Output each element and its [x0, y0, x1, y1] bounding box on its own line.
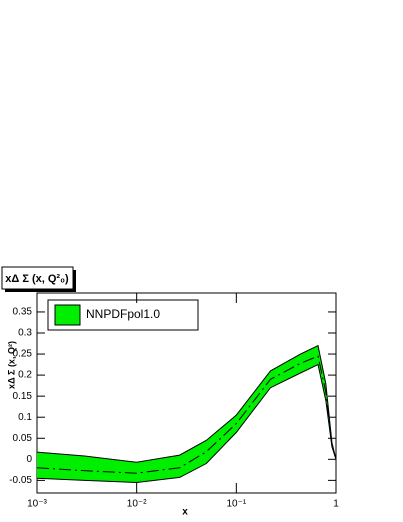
x-tick-label: 1: [333, 499, 339, 510]
y-tick-label: 0.2: [18, 370, 32, 381]
y-tick-label: 0.05: [13, 433, 33, 444]
y-tick-label: 0: [26, 454, 32, 465]
plot-frame: [36, 292, 337, 494]
x-tick-label: 10⁻²: [127, 499, 147, 510]
x-tick-label: 10⁻¹: [226, 499, 246, 510]
y-tick-label: 0.25: [13, 349, 33, 360]
title-box: [1, 266, 74, 290]
y-tick-label: 0.35: [13, 307, 33, 318]
y-tick-label: 0.15: [13, 391, 33, 402]
band-area: [37, 345, 336, 483]
lower-line: [36, 363, 337, 483]
x-axis-label: x: [182, 507, 188, 518]
x-tick-label: 10⁻³: [27, 499, 47, 510]
y-tick-label: 0.1: [18, 412, 32, 423]
central-line: [36, 355, 337, 474]
y-tick-label: 0.3: [18, 328, 32, 339]
y-axis-label: xΔ Σ (x, Q²): [6, 341, 16, 389]
legend-swatch: [54, 304, 81, 326]
legend-label: NNPDFpol1.0: [86, 307, 160, 321]
upper-line: [36, 344, 337, 463]
y-tick-label: -0.05: [9, 475, 32, 486]
chart-title: xΔ Σ (x, Q²₀): [5, 273, 69, 285]
